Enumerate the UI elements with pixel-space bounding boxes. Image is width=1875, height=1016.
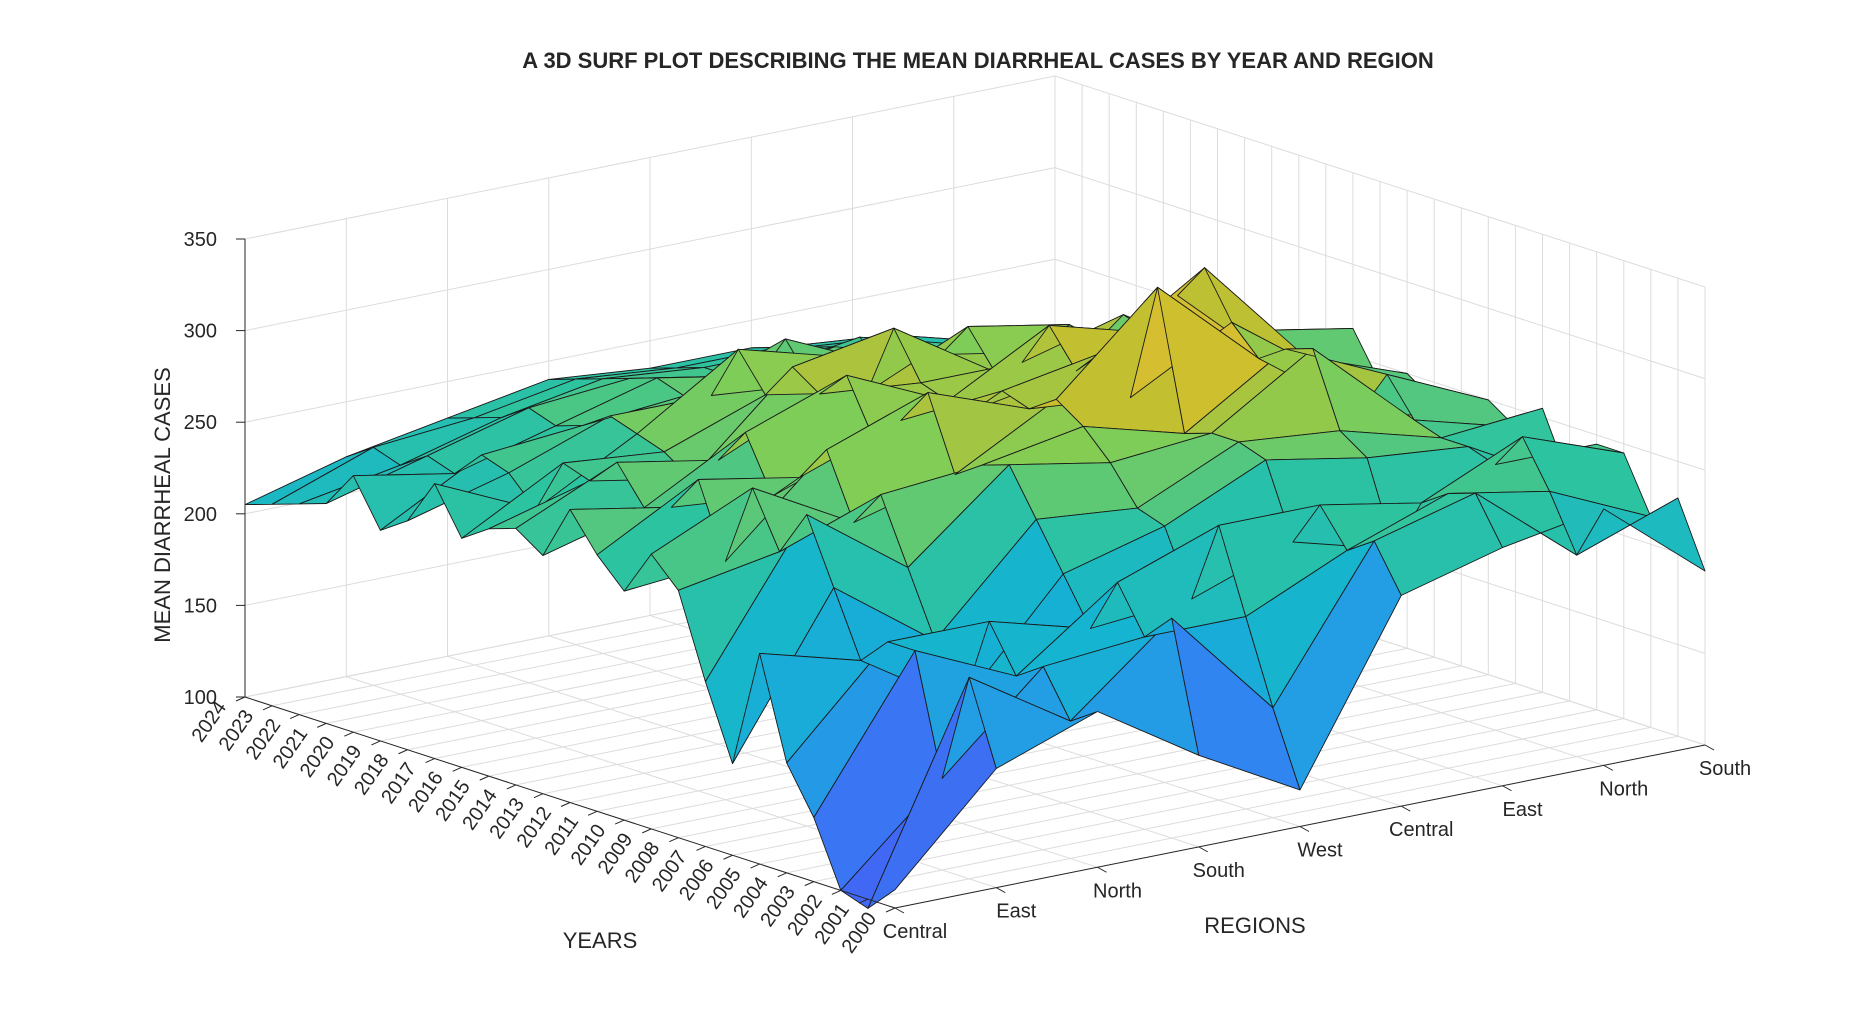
y-tick	[506, 784, 517, 790]
y-tick	[317, 722, 327, 728]
grid-line-z	[244, 167, 1706, 380]
y-tick	[614, 819, 625, 825]
x-tick-label: North	[1093, 880, 1142, 902]
x-tick-label: Central	[1389, 819, 1453, 841]
y-tick	[669, 837, 679, 843]
z-tick-label: 150	[184, 595, 217, 617]
y-tick	[398, 749, 408, 755]
y-tick	[885, 907, 896, 913]
y-tick	[858, 898, 869, 904]
y-tick	[831, 889, 842, 895]
x-tick	[1198, 846, 1208, 853]
z-tick-label: 100	[184, 687, 217, 709]
x-tick-label: East	[1502, 799, 1542, 821]
x-tick-label: West	[1297, 840, 1343, 862]
y-tick	[452, 766, 462, 772]
x-tick-label: North	[1599, 778, 1648, 800]
y-tick	[235, 696, 246, 702]
z-axis-label: MEAN DIARRHEAL CASES	[150, 367, 175, 642]
y-tick	[479, 775, 489, 781]
surface-patch	[1576, 497, 1706, 572]
x-tick	[1603, 764, 1613, 771]
x-tick	[996, 887, 1006, 894]
x-tick-label: South	[1699, 758, 1751, 780]
y-tick	[560, 802, 571, 807]
x-tick-label: South	[1193, 860, 1245, 882]
x-tick	[1704, 744, 1715, 751]
y-tick	[371, 740, 381, 746]
z-tick-label: 200	[184, 504, 217, 526]
tick-labels: 1001502002503003502000200120022003200420…	[184, 229, 1752, 957]
y-tick	[723, 854, 733, 860]
y-tick	[533, 793, 544, 799]
x-axis-label: REGIONS	[1204, 913, 1305, 938]
x-tick	[1401, 805, 1411, 812]
z-tick-label: 250	[184, 412, 217, 434]
z-tick-label: 300	[184, 321, 217, 343]
y-tick	[696, 846, 706, 851]
y-tick	[344, 731, 354, 737]
y-tick	[777, 872, 787, 878]
y-tick	[750, 863, 760, 869]
grid-line-z	[244, 75, 1706, 288]
chart-title: A 3D SURF PLOT DESCRIBING THE MEAN DIARR…	[522, 48, 1433, 73]
x-tick	[1299, 826, 1310, 832]
x-tick	[1502, 785, 1512, 792]
z-tick-label: 350	[184, 229, 217, 251]
x-tick-label: Central	[883, 921, 947, 943]
y-tick	[262, 705, 273, 711]
x-tick-label: East	[996, 901, 1036, 923]
x-tick	[894, 907, 905, 914]
y-tick	[289, 714, 300, 720]
surface-mesh	[244, 267, 1706, 909]
y-axis-label: YEARS	[563, 928, 638, 953]
y-tick	[425, 758, 435, 763]
y-tick	[587, 810, 598, 816]
y-tick	[804, 881, 814, 887]
x-tick	[1097, 866, 1107, 873]
y-tick	[642, 828, 652, 834]
